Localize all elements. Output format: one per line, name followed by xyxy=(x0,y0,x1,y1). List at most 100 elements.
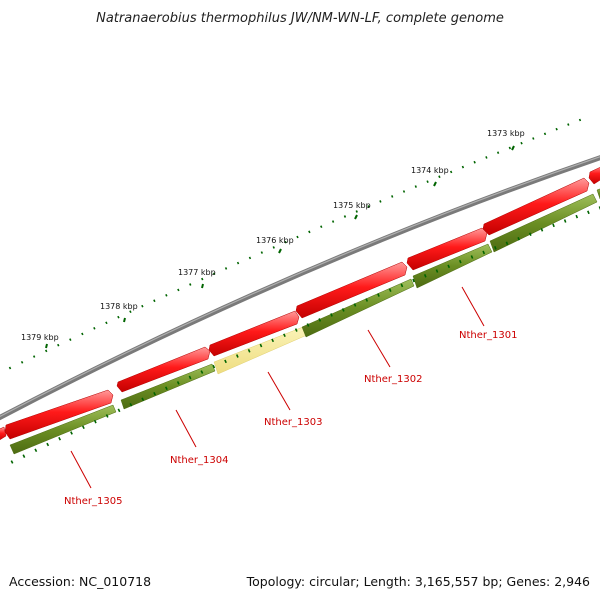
leader-line-1303 xyxy=(267,371,291,411)
inner-dash-40 xyxy=(482,250,486,255)
cds-track-1302 xyxy=(301,278,415,338)
inner-dash-45 xyxy=(540,228,544,232)
cds-track-1300 xyxy=(489,193,598,253)
scale-minor-tick-2 xyxy=(32,355,36,358)
scale-minor-tick-22 xyxy=(272,246,275,249)
inner-dash-24 xyxy=(294,328,298,332)
inner-dash-47 xyxy=(563,219,567,223)
scale-minor-tick-0 xyxy=(8,366,12,370)
cds-track-1301 xyxy=(412,243,493,289)
scale-minor-tick-17 xyxy=(212,272,216,276)
inner-dash-4 xyxy=(58,436,62,441)
scale-minor-tick-42 xyxy=(508,146,512,150)
scale-tick-1375 xyxy=(354,214,358,220)
inner-dash-33 xyxy=(400,283,404,288)
cds-arrow-forward-1300 xyxy=(482,177,590,236)
inner-dash-3 xyxy=(46,442,50,447)
scale-minor-tick-44 xyxy=(532,137,535,140)
inner-dash-27 xyxy=(330,313,333,317)
scale-label-1379: 1379 kbp xyxy=(21,333,59,342)
scale-minor-tick-38 xyxy=(461,165,465,169)
scale-minor-ticks xyxy=(8,118,582,370)
scale-tick-1378 xyxy=(123,317,126,323)
scale-tick-1373 xyxy=(511,145,515,151)
cds-arrow-forward-0 xyxy=(0,426,7,441)
inner-dash-15 xyxy=(188,375,192,380)
inner-dash-6 xyxy=(81,425,85,430)
scale-minor-tick-46 xyxy=(555,127,558,131)
inner-dash-14 xyxy=(176,381,180,385)
scale-major-ticks xyxy=(45,145,515,349)
cds-track-1304 xyxy=(120,363,216,410)
scale-minor-tick-13 xyxy=(165,293,168,297)
scale-minor-tick-31 xyxy=(379,200,382,203)
scale-minor-tick-3 xyxy=(44,349,48,353)
scale-minor-tick-15 xyxy=(189,283,192,286)
scale-labels: 1373 kbp 1374 kbp 1375 kbp 1376 kbp 1377… xyxy=(21,129,525,342)
accession-text: Accession: NC_010718 xyxy=(9,574,151,589)
gene-label-1304: Nther_1304 xyxy=(170,455,228,466)
scale-minor-tick-24 xyxy=(296,235,299,239)
scale-minor-tick-47 xyxy=(567,123,570,126)
inner-dash-44 xyxy=(528,232,532,237)
cds-track xyxy=(9,188,600,455)
gene-label-leaders xyxy=(70,286,485,489)
inner-dash-11 xyxy=(141,397,145,402)
scale-minor-tick-14 xyxy=(177,288,180,292)
leader-line-1304 xyxy=(175,409,197,448)
scale-label-1377: 1377 kbp xyxy=(178,268,216,277)
inner-dash-37 xyxy=(447,264,451,269)
cds-arrow-forward-1304 xyxy=(116,346,211,393)
inner-dash-34 xyxy=(412,278,415,283)
leader-line-1305 xyxy=(70,450,92,489)
inner-dash-48 xyxy=(575,214,579,219)
inner-dash-8 xyxy=(105,414,109,418)
scale-minor-tick-34 xyxy=(414,185,417,188)
inner-dash-49 xyxy=(587,210,590,215)
inner-dash-23 xyxy=(283,333,286,338)
inner-dash-16 xyxy=(200,370,204,374)
scale-minor-tick-5 xyxy=(69,338,72,341)
scale-minor-tick-36 xyxy=(438,175,441,179)
scale-minor-tick-18 xyxy=(224,267,228,270)
scale-minor-tick-39 xyxy=(473,160,476,164)
inner-dash-26 xyxy=(318,318,322,322)
cds-arrow-forward-1305 xyxy=(4,389,114,440)
inner-dash-32 xyxy=(388,288,392,292)
inner-dash-31 xyxy=(377,293,380,297)
inner-dash-21 xyxy=(259,343,263,348)
inner-dash-41 xyxy=(494,246,497,250)
map-title: Natranaerobius thermophilus JW/NM-WN-LF,… xyxy=(96,11,504,26)
inner-dash-46 xyxy=(552,223,555,228)
leader-line-1302 xyxy=(367,329,391,368)
scale-minor-tick-19 xyxy=(236,261,240,265)
scale-minor-tick-23 xyxy=(284,240,287,244)
inner-dash-7 xyxy=(93,419,97,424)
inner-dash-28 xyxy=(341,308,345,312)
inner-dash-18 xyxy=(224,359,227,364)
inner-dash-43 xyxy=(517,237,520,241)
scale-tick-1376 xyxy=(278,248,282,254)
inner-dash-29 xyxy=(353,303,357,307)
scale-minor-tick-32 xyxy=(391,195,394,198)
scale-minor-tick-37 xyxy=(449,170,453,174)
scale-minor-tick-26 xyxy=(320,225,323,229)
gene-label-1302: Nther_1302 xyxy=(364,374,422,385)
inner-dash-9 xyxy=(117,408,121,413)
inner-dash-2 xyxy=(34,448,38,453)
inner-dash-1 xyxy=(22,454,26,458)
inner-dash-39 xyxy=(470,255,474,259)
genome-backbone xyxy=(0,155,600,421)
scale-minor-tick-45 xyxy=(543,132,547,136)
scale-minor-tick-4 xyxy=(57,343,60,347)
inner-dash-19 xyxy=(235,354,239,358)
scale-minor-tick-8 xyxy=(105,321,108,325)
scale-tick-1377 xyxy=(201,283,204,289)
genome-backbone-highlight xyxy=(0,156,600,418)
genome-summary-text: Topology: circular; Length: 3,165,557 bp… xyxy=(246,574,590,589)
cds-arrow-forward-1303 xyxy=(208,310,300,357)
cds-arrow-forward-1301 xyxy=(406,227,488,271)
scale-label-1374: 1374 kbp xyxy=(411,166,449,175)
inner-dash-17 xyxy=(212,364,216,369)
